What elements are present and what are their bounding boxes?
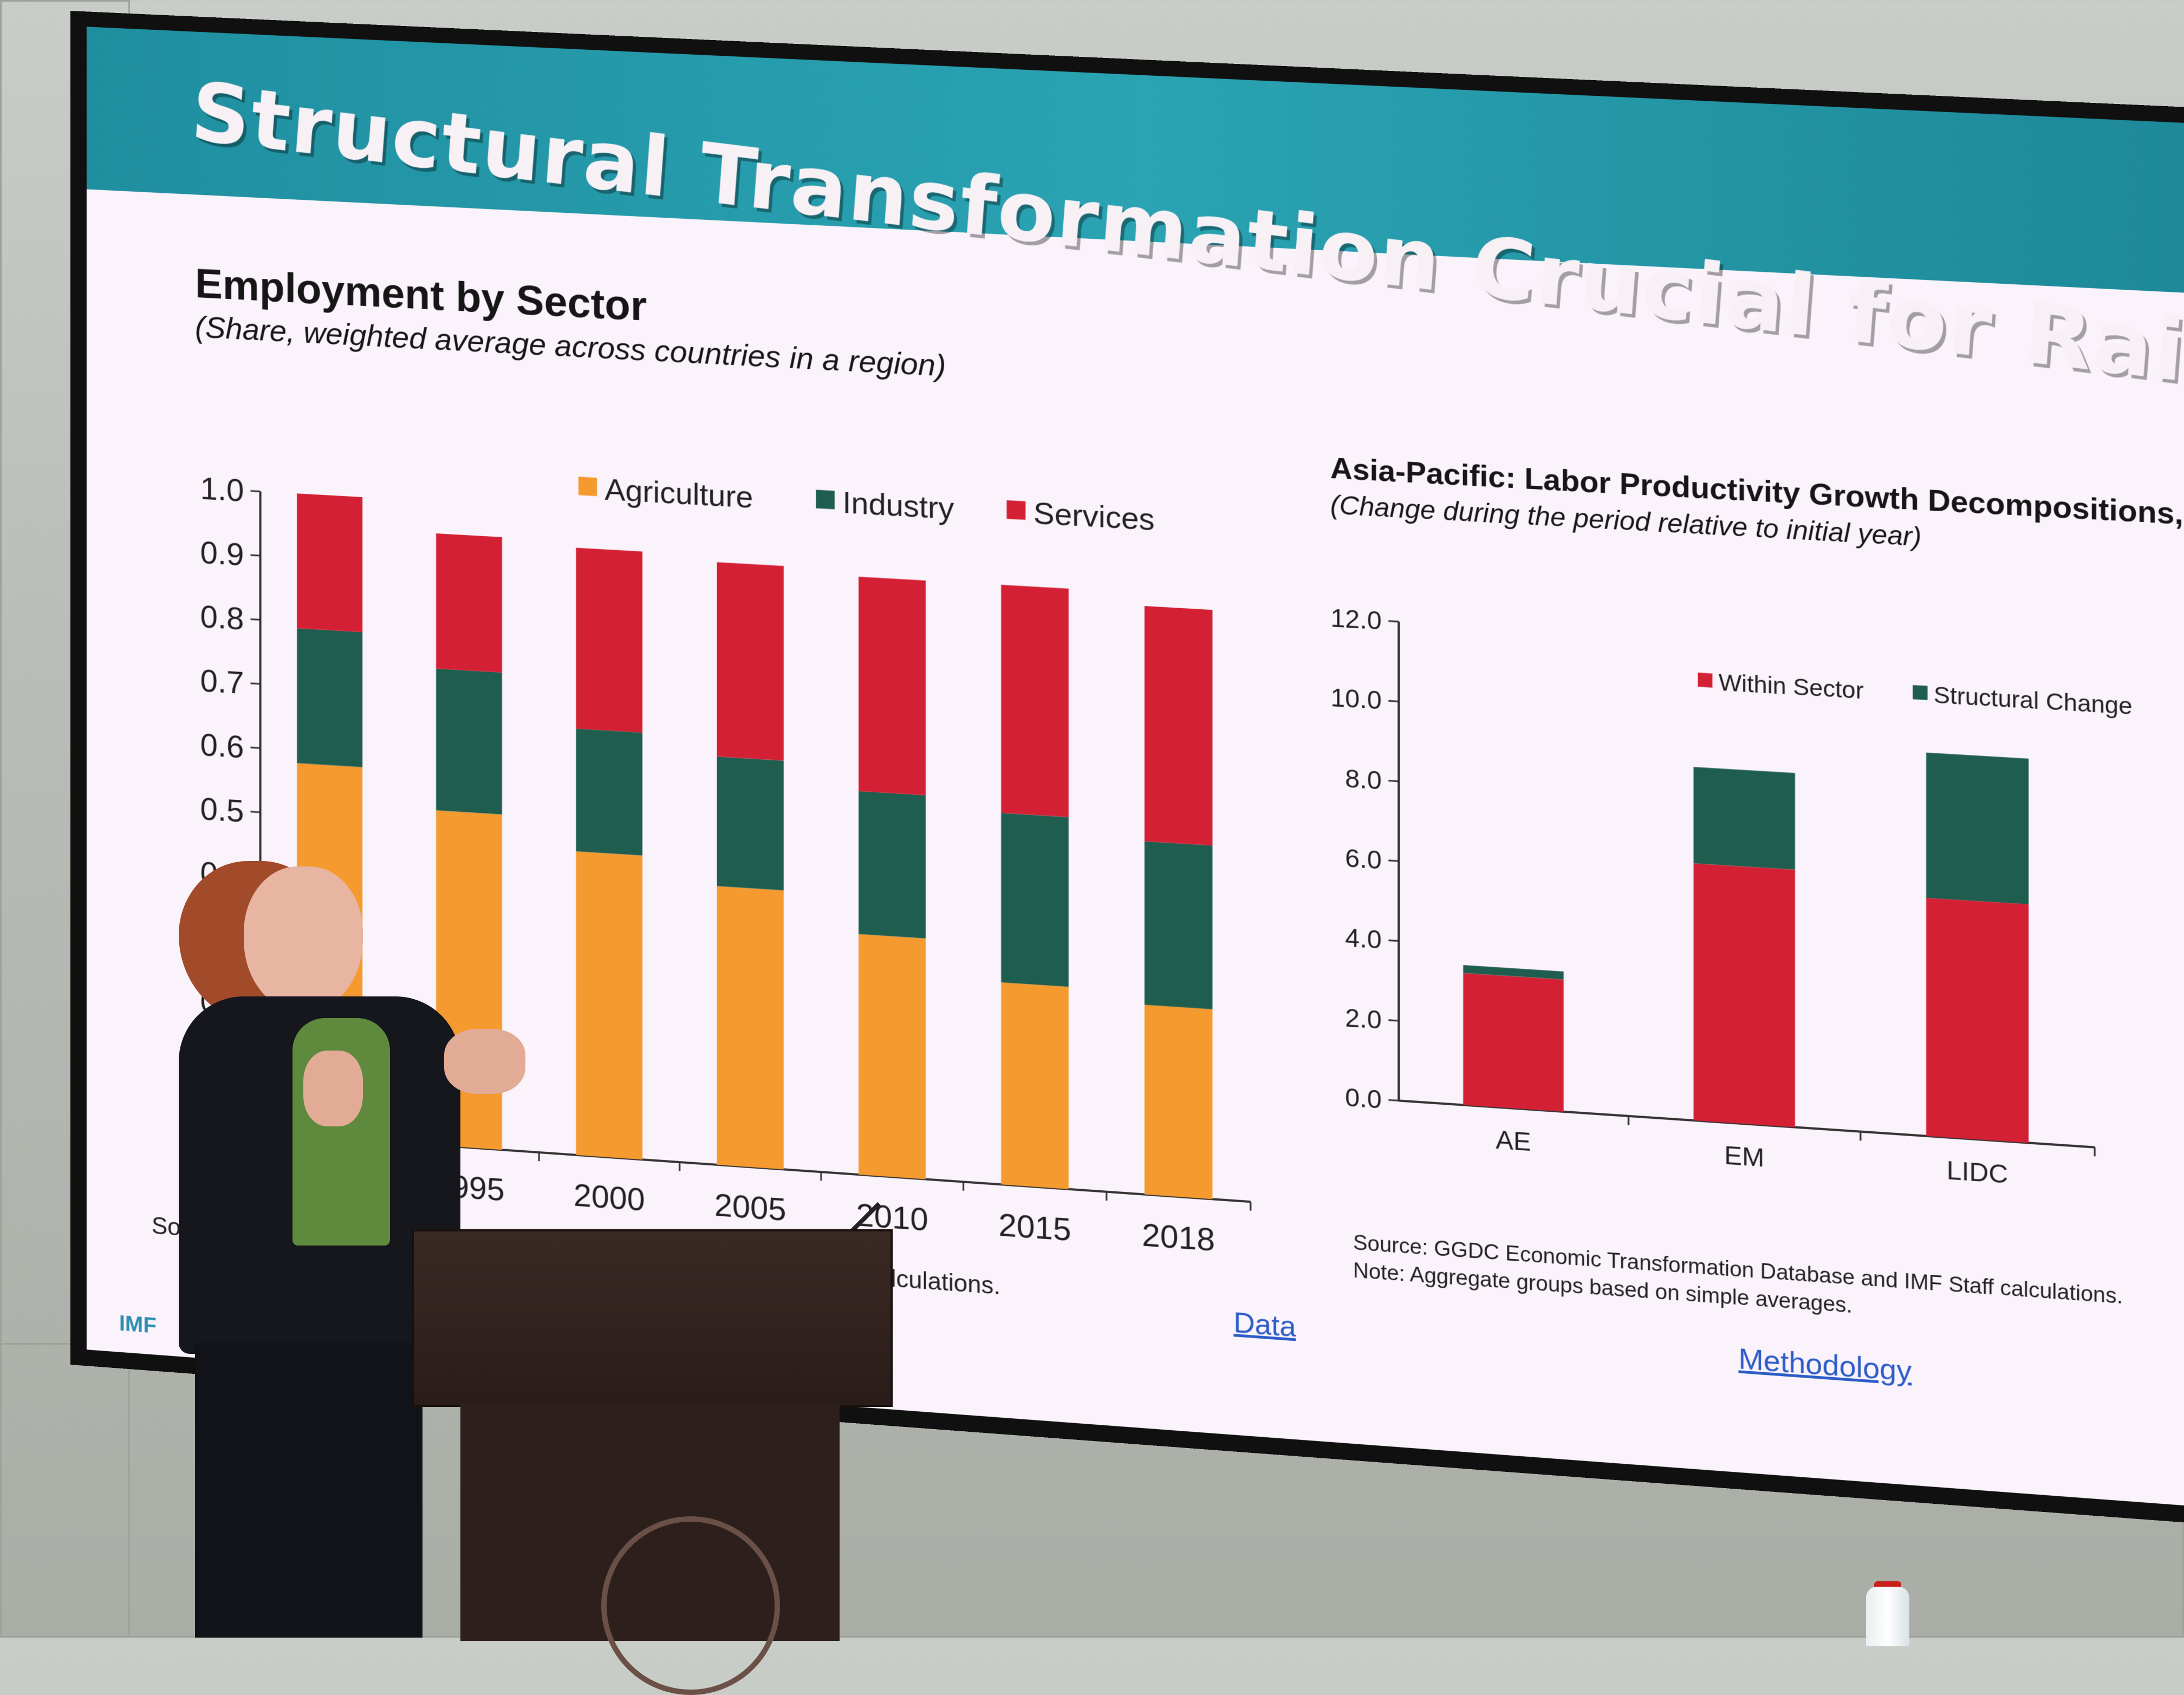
y-tick-mark xyxy=(1388,1020,1399,1021)
bar-services xyxy=(576,548,642,733)
bar-services xyxy=(436,533,502,673)
legend-swatch xyxy=(1913,685,1927,700)
bar-agriculture xyxy=(717,886,783,1169)
y-tick-mark xyxy=(1388,940,1399,941)
y-tick-label: 0.7 xyxy=(200,663,244,701)
bar-structural-change xyxy=(1694,767,1795,870)
bar-industry xyxy=(576,729,642,856)
bar-services xyxy=(1145,606,1212,845)
legend-swatch xyxy=(578,477,597,496)
podium-emblem-icon xyxy=(601,1516,780,1695)
legend-swatch xyxy=(1698,673,1713,688)
x-tick-label: 2015 xyxy=(999,1207,1071,1248)
bar-industry xyxy=(1001,813,1069,987)
y-tick-label: 0.0 xyxy=(1345,1083,1381,1114)
y-tick-label: 1.0 xyxy=(200,472,244,509)
bar-industry xyxy=(297,628,362,767)
bar-within-sector xyxy=(1926,898,2029,1143)
y-tick-mark xyxy=(1388,621,1399,622)
data-link[interactable]: Data xyxy=(1233,1306,1296,1344)
legend-label: Agriculture xyxy=(604,472,753,514)
y-tick-mark xyxy=(250,619,260,620)
legend-swatch xyxy=(816,490,835,509)
y-tick-mark xyxy=(250,683,260,684)
bar-services xyxy=(297,493,362,632)
bar-agriculture xyxy=(859,934,926,1179)
bar-services xyxy=(717,562,783,760)
bar-services xyxy=(1001,585,1069,817)
podium-top xyxy=(412,1229,893,1407)
y-tick-label: 8.0 xyxy=(1345,764,1381,795)
bar-industry xyxy=(436,669,502,814)
legend-label: Services xyxy=(1034,495,1155,537)
presenter-hand-right xyxy=(444,1029,525,1094)
y-tick-label: 4.0 xyxy=(1345,923,1381,955)
legend-swatch xyxy=(1006,500,1025,520)
x-tick-label: 2005 xyxy=(714,1188,786,1228)
bar-industry xyxy=(1145,842,1212,1009)
bar-industry xyxy=(717,757,783,890)
legend-label: Industry xyxy=(842,485,954,526)
imf-logo: IMF xyxy=(119,1312,157,1339)
legend-label: Structural Change xyxy=(1934,681,2133,719)
bar-industry xyxy=(859,791,926,938)
y-tick-mark xyxy=(1388,860,1399,861)
y-tick-label: 12.0 xyxy=(1330,603,1381,635)
y-tick-label: 6.0 xyxy=(1345,843,1381,875)
bar-structural-change xyxy=(1926,753,2029,904)
x-tick-label: EM xyxy=(1724,1140,1764,1172)
y-tick-label: 2.0 xyxy=(1345,1003,1381,1034)
x-tick-label: LIDC xyxy=(1947,1155,2008,1189)
bar-within-sector xyxy=(1463,973,1564,1112)
y-tick-label: 0.6 xyxy=(200,728,244,765)
methodology-link[interactable]: Methodology xyxy=(1738,1342,1912,1388)
bar-agriculture xyxy=(1145,1005,1212,1199)
presenter-legs xyxy=(195,1343,422,1638)
y-tick-label: 10.0 xyxy=(1330,683,1381,715)
y-tick-label: 0.8 xyxy=(200,599,244,637)
y-tick-mark xyxy=(250,747,260,748)
bar-agriculture xyxy=(576,851,642,1159)
bar-within-sector xyxy=(1694,863,1795,1127)
bar-agriculture xyxy=(1001,982,1069,1189)
legend-label: Within Sector xyxy=(1719,669,1864,703)
y-tick-mark xyxy=(250,555,260,556)
x-tick-label: 2018 xyxy=(1142,1217,1215,1258)
bar-services xyxy=(859,577,926,796)
x-tick-label: 2000 xyxy=(574,1178,645,1218)
productivity-chart: 0.0 2.0 4.0 6.0 8.0 10.0 12.0 AE EM LIDC Within Se… xyxy=(1285,559,2124,1228)
x-tick-label: AE xyxy=(1496,1125,1531,1156)
y-tick-label: 0.5 xyxy=(200,792,244,829)
presenter-face xyxy=(244,866,363,1013)
presenter-hand-left xyxy=(303,1051,363,1126)
y-tick-label: 0.9 xyxy=(200,536,244,573)
